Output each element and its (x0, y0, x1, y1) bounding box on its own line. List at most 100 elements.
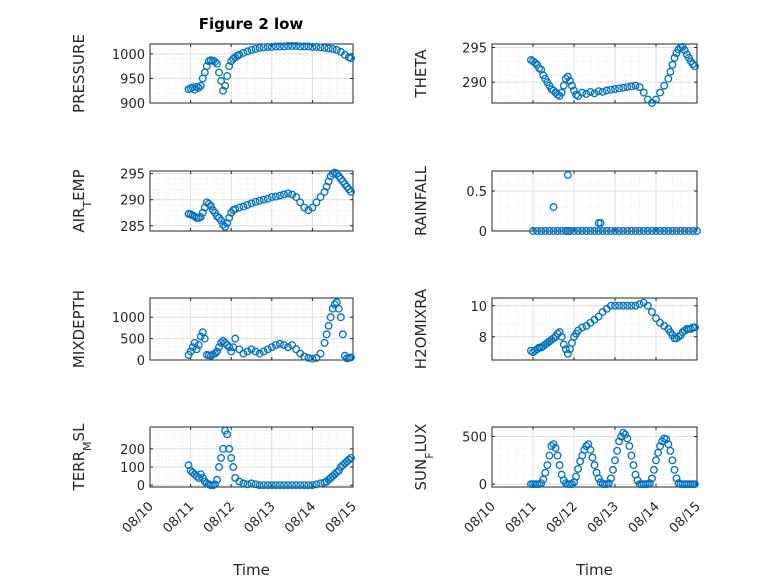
y-tick-label: 1000 (112, 48, 145, 63)
data-point (691, 323, 699, 332)
x-tick-label: 08/15 (667, 499, 704, 536)
data-point (235, 203, 244, 212)
data-series (184, 168, 355, 231)
data-point (570, 227, 578, 235)
data-point (619, 227, 628, 235)
data-point (334, 304, 343, 313)
data-point (545, 451, 554, 460)
data-point (231, 334, 240, 343)
data-point (627, 451, 636, 460)
data-point (543, 461, 552, 470)
data-point (223, 219, 232, 228)
data-point (660, 227, 669, 235)
data-point (247, 345, 256, 354)
data-point (559, 340, 568, 349)
data-point (312, 198, 321, 207)
minor-grid (149, 171, 354, 232)
data-point (239, 202, 248, 211)
data-point (602, 86, 611, 95)
y-tick-label: 290 (462, 76, 487, 91)
data-point (312, 43, 321, 51)
x-axis-label: Time (575, 561, 613, 579)
data-point (631, 227, 640, 235)
data-point (613, 446, 621, 455)
y-axis-label: THETA (412, 49, 430, 99)
minor-grid (491, 44, 698, 104)
data-point (645, 479, 654, 488)
data-point (582, 90, 591, 98)
x-tick-label: 08/15 (323, 499, 360, 536)
data-point (672, 227, 681, 235)
data-point (619, 83, 628, 92)
y-tick-label: 10 (470, 300, 487, 315)
data-point (251, 197, 260, 206)
data-point (227, 347, 236, 356)
data-point (330, 300, 339, 309)
data-point (288, 341, 297, 349)
data-point (259, 195, 268, 204)
data-point (635, 300, 644, 309)
y-tick-label: 1000 (112, 311, 145, 326)
data-point (296, 42, 305, 51)
x-tick-label: 08/11 (503, 499, 540, 536)
data-series (527, 42, 699, 107)
data-point (239, 479, 248, 488)
data-point (347, 453, 355, 462)
y-tick-label: 0 (479, 225, 487, 240)
y-tick-label: 295 (462, 41, 487, 56)
data-point (312, 480, 321, 489)
data-point (549, 440, 558, 449)
data-point (267, 343, 276, 352)
data-point (594, 87, 603, 96)
data-point (656, 442, 665, 450)
data-point (263, 43, 272, 51)
data-point (227, 453, 236, 462)
data-point (267, 193, 276, 202)
data-point (602, 227, 611, 235)
data-point (551, 444, 560, 452)
data-point (263, 194, 272, 203)
x-tick-label: 08/10 (120, 499, 157, 536)
x-tick-label: 08/12 (544, 499, 581, 536)
data-point (284, 343, 292, 352)
data-point (606, 227, 615, 235)
data-point (590, 461, 599, 470)
data-point (639, 88, 648, 97)
data-point (219, 86, 228, 95)
data-point (292, 345, 301, 354)
data-point (225, 343, 234, 352)
data-point (194, 341, 203, 349)
data-point (623, 434, 632, 443)
data-point (336, 313, 345, 322)
data-point (559, 81, 568, 90)
data-point (666, 67, 675, 76)
data-point (594, 227, 603, 235)
data-point (611, 227, 619, 235)
data-point (586, 227, 595, 235)
data-point (606, 85, 615, 94)
data-point (280, 42, 288, 51)
data-point (594, 474, 603, 483)
data-point (308, 203, 317, 212)
data-point (662, 435, 671, 444)
data-point (275, 191, 284, 200)
data-point (664, 227, 673, 235)
y-tick-label: 0.5 (466, 185, 487, 200)
data-point (639, 227, 648, 235)
minor-grid (149, 426, 354, 487)
data-point (647, 474, 656, 483)
axes-box (149, 43, 354, 104)
data-point (225, 444, 234, 453)
data-point (347, 187, 355, 196)
axes-box (491, 43, 698, 104)
data-point (537, 227, 546, 235)
data-point (615, 301, 624, 310)
y-axis-label: TERRMSL (70, 423, 94, 492)
data-point (537, 479, 546, 488)
data-point (666, 446, 675, 455)
data-point (308, 354, 317, 363)
data-point (545, 227, 554, 235)
data-point (308, 481, 317, 490)
data-point (221, 338, 230, 347)
data-point (271, 192, 280, 201)
